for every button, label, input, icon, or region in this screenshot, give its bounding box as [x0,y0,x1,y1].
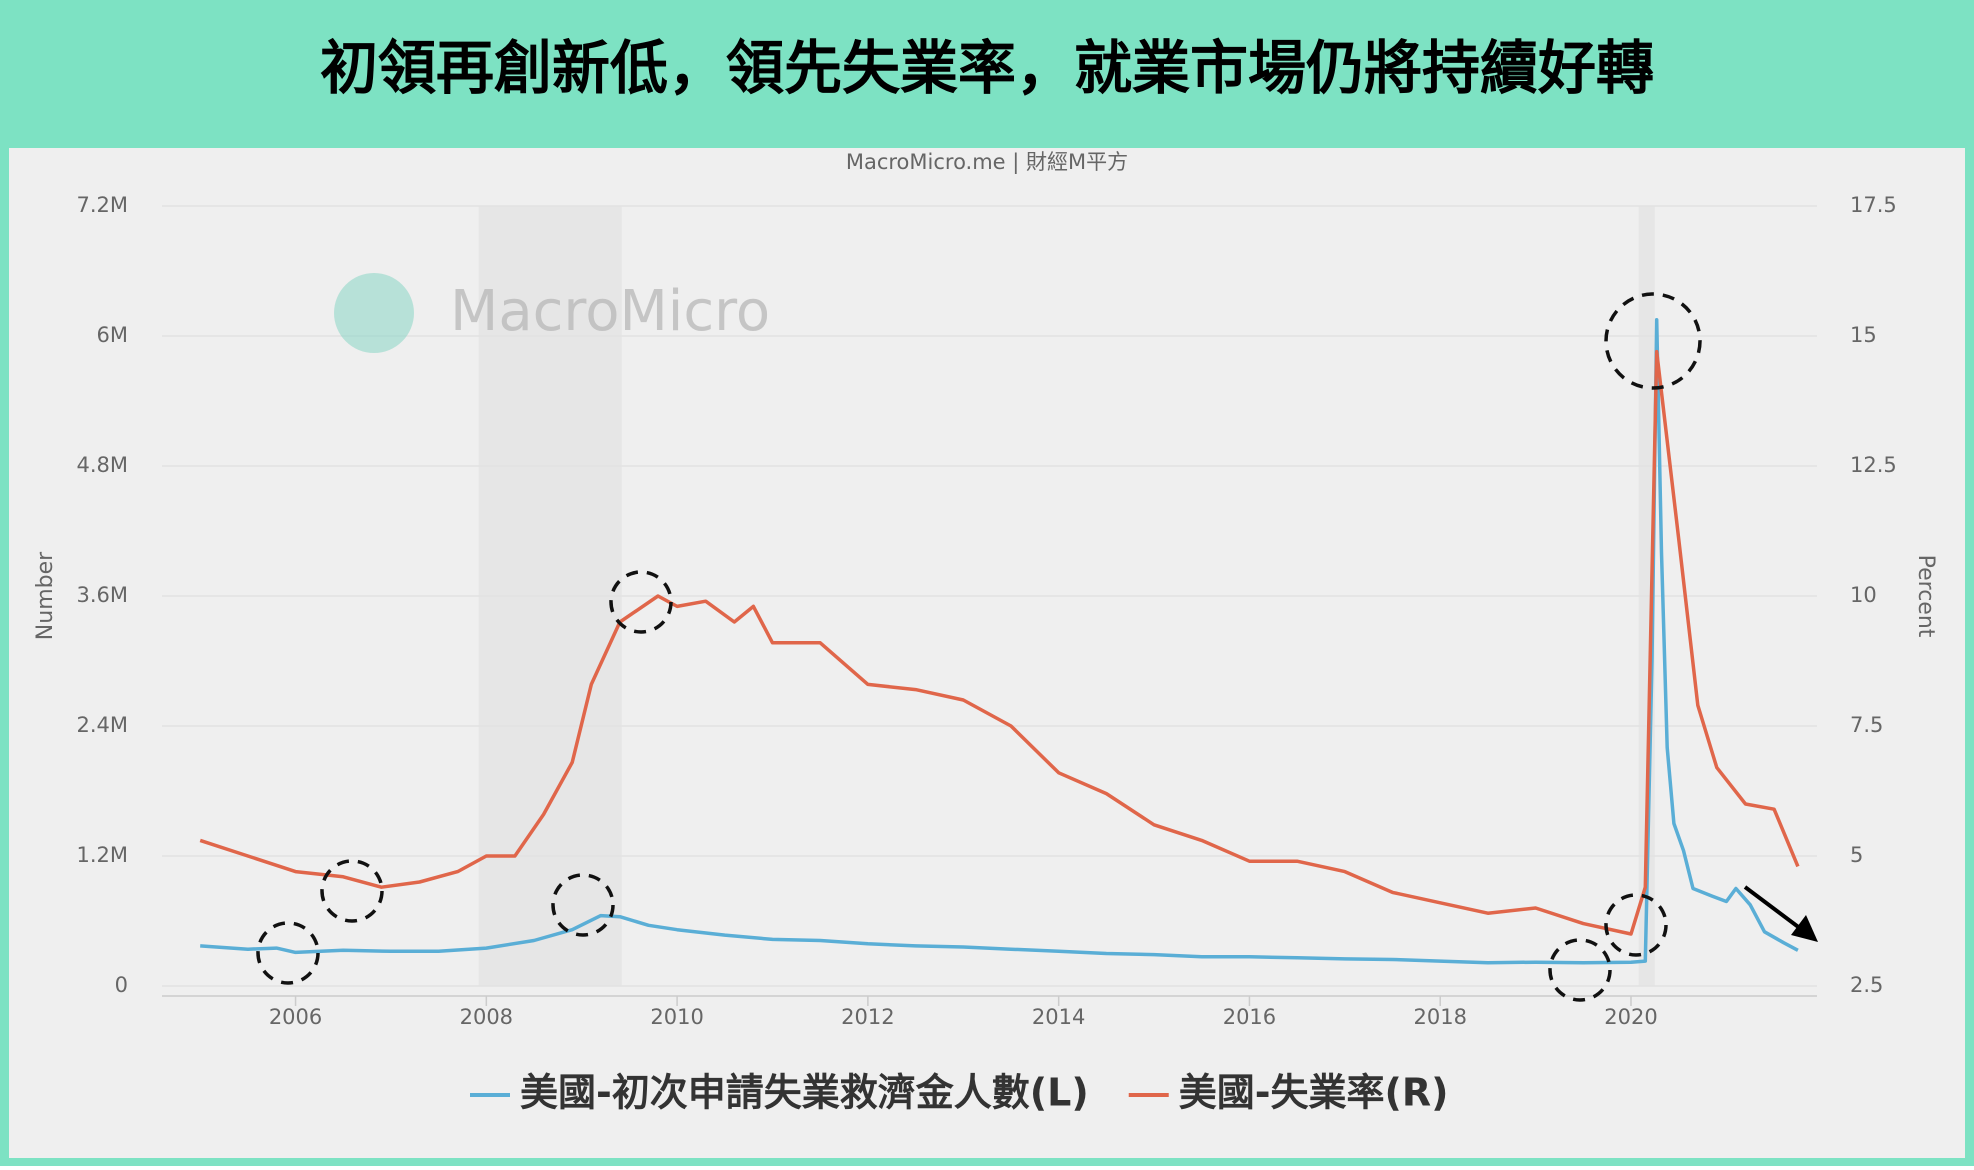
banner-title: 初領再創新低，領先失業率，就業市場仍將持續好轉 [320,34,1654,102]
x-tick-label: 2016 [1223,1005,1276,1029]
annotations [256,292,1702,1002]
x-tick-label: 2012 [841,1005,894,1029]
annotation-circle [320,859,384,923]
series-line [200,318,1799,965]
y2-tick-label: 10 [1850,583,1877,607]
y-tick-label: 1.2M [76,843,128,867]
x-tick-label: 2018 [1413,1005,1466,1029]
y2-tick-label: 2.5 [1850,973,1883,997]
y2-tick-label: 12.5 [1850,453,1897,477]
watermark-logo [334,273,414,353]
annotation-circle [1604,893,1668,957]
series-line [199,349,1800,936]
arrow [1743,885,1807,934]
x-tick-label: 2008 [460,1005,513,1029]
annotation-circle [609,570,673,634]
x-tick-label: 2006 [269,1005,322,1029]
y-tick-label: 6M [97,323,128,347]
source: MacroMicro.me | 財經M平方 [846,150,1128,175]
x-tick-label: 2010 [650,1005,703,1029]
legend-label: 美國-失業率(R) [1179,1071,1449,1115]
y-tick-label: 4.8M [76,453,128,477]
y2-tick-label: 17.5 [1850,193,1897,217]
y2-tick-label: 15 [1850,323,1877,347]
y2-tick-label: 7.5 [1850,713,1883,737]
y2-tick-label: 5 [1850,843,1863,867]
watermark: MacroMicro [450,279,770,344]
plot: 0 1.2M 2.4M 3.6M 4.8M 6M 7.2M 2.5 5 7.5 10 12.5 15 17… [76,193,1896,1029]
y2-axis-title: Percent [1913,555,1938,638]
y-tick-label: 3.6M [76,583,128,607]
arrow-head [1791,915,1818,942]
x-tick-label: 2020 [1604,1005,1657,1029]
y-tick-label: 0 [115,973,128,997]
legend-label: 美國-初次申請失業救濟金人數(L) [520,1071,1089,1115]
annotation-circle [1548,938,1612,1002]
y-axis-title: Number [33,551,58,640]
y-tick-label: 2.4M [76,713,128,737]
annotation-circle [1604,292,1702,390]
y-tick-label: 7.2M [76,193,128,217]
annotation-circle [551,873,615,937]
x-tick-label: 2014 [1032,1005,1085,1029]
annotation-circle [256,921,320,985]
